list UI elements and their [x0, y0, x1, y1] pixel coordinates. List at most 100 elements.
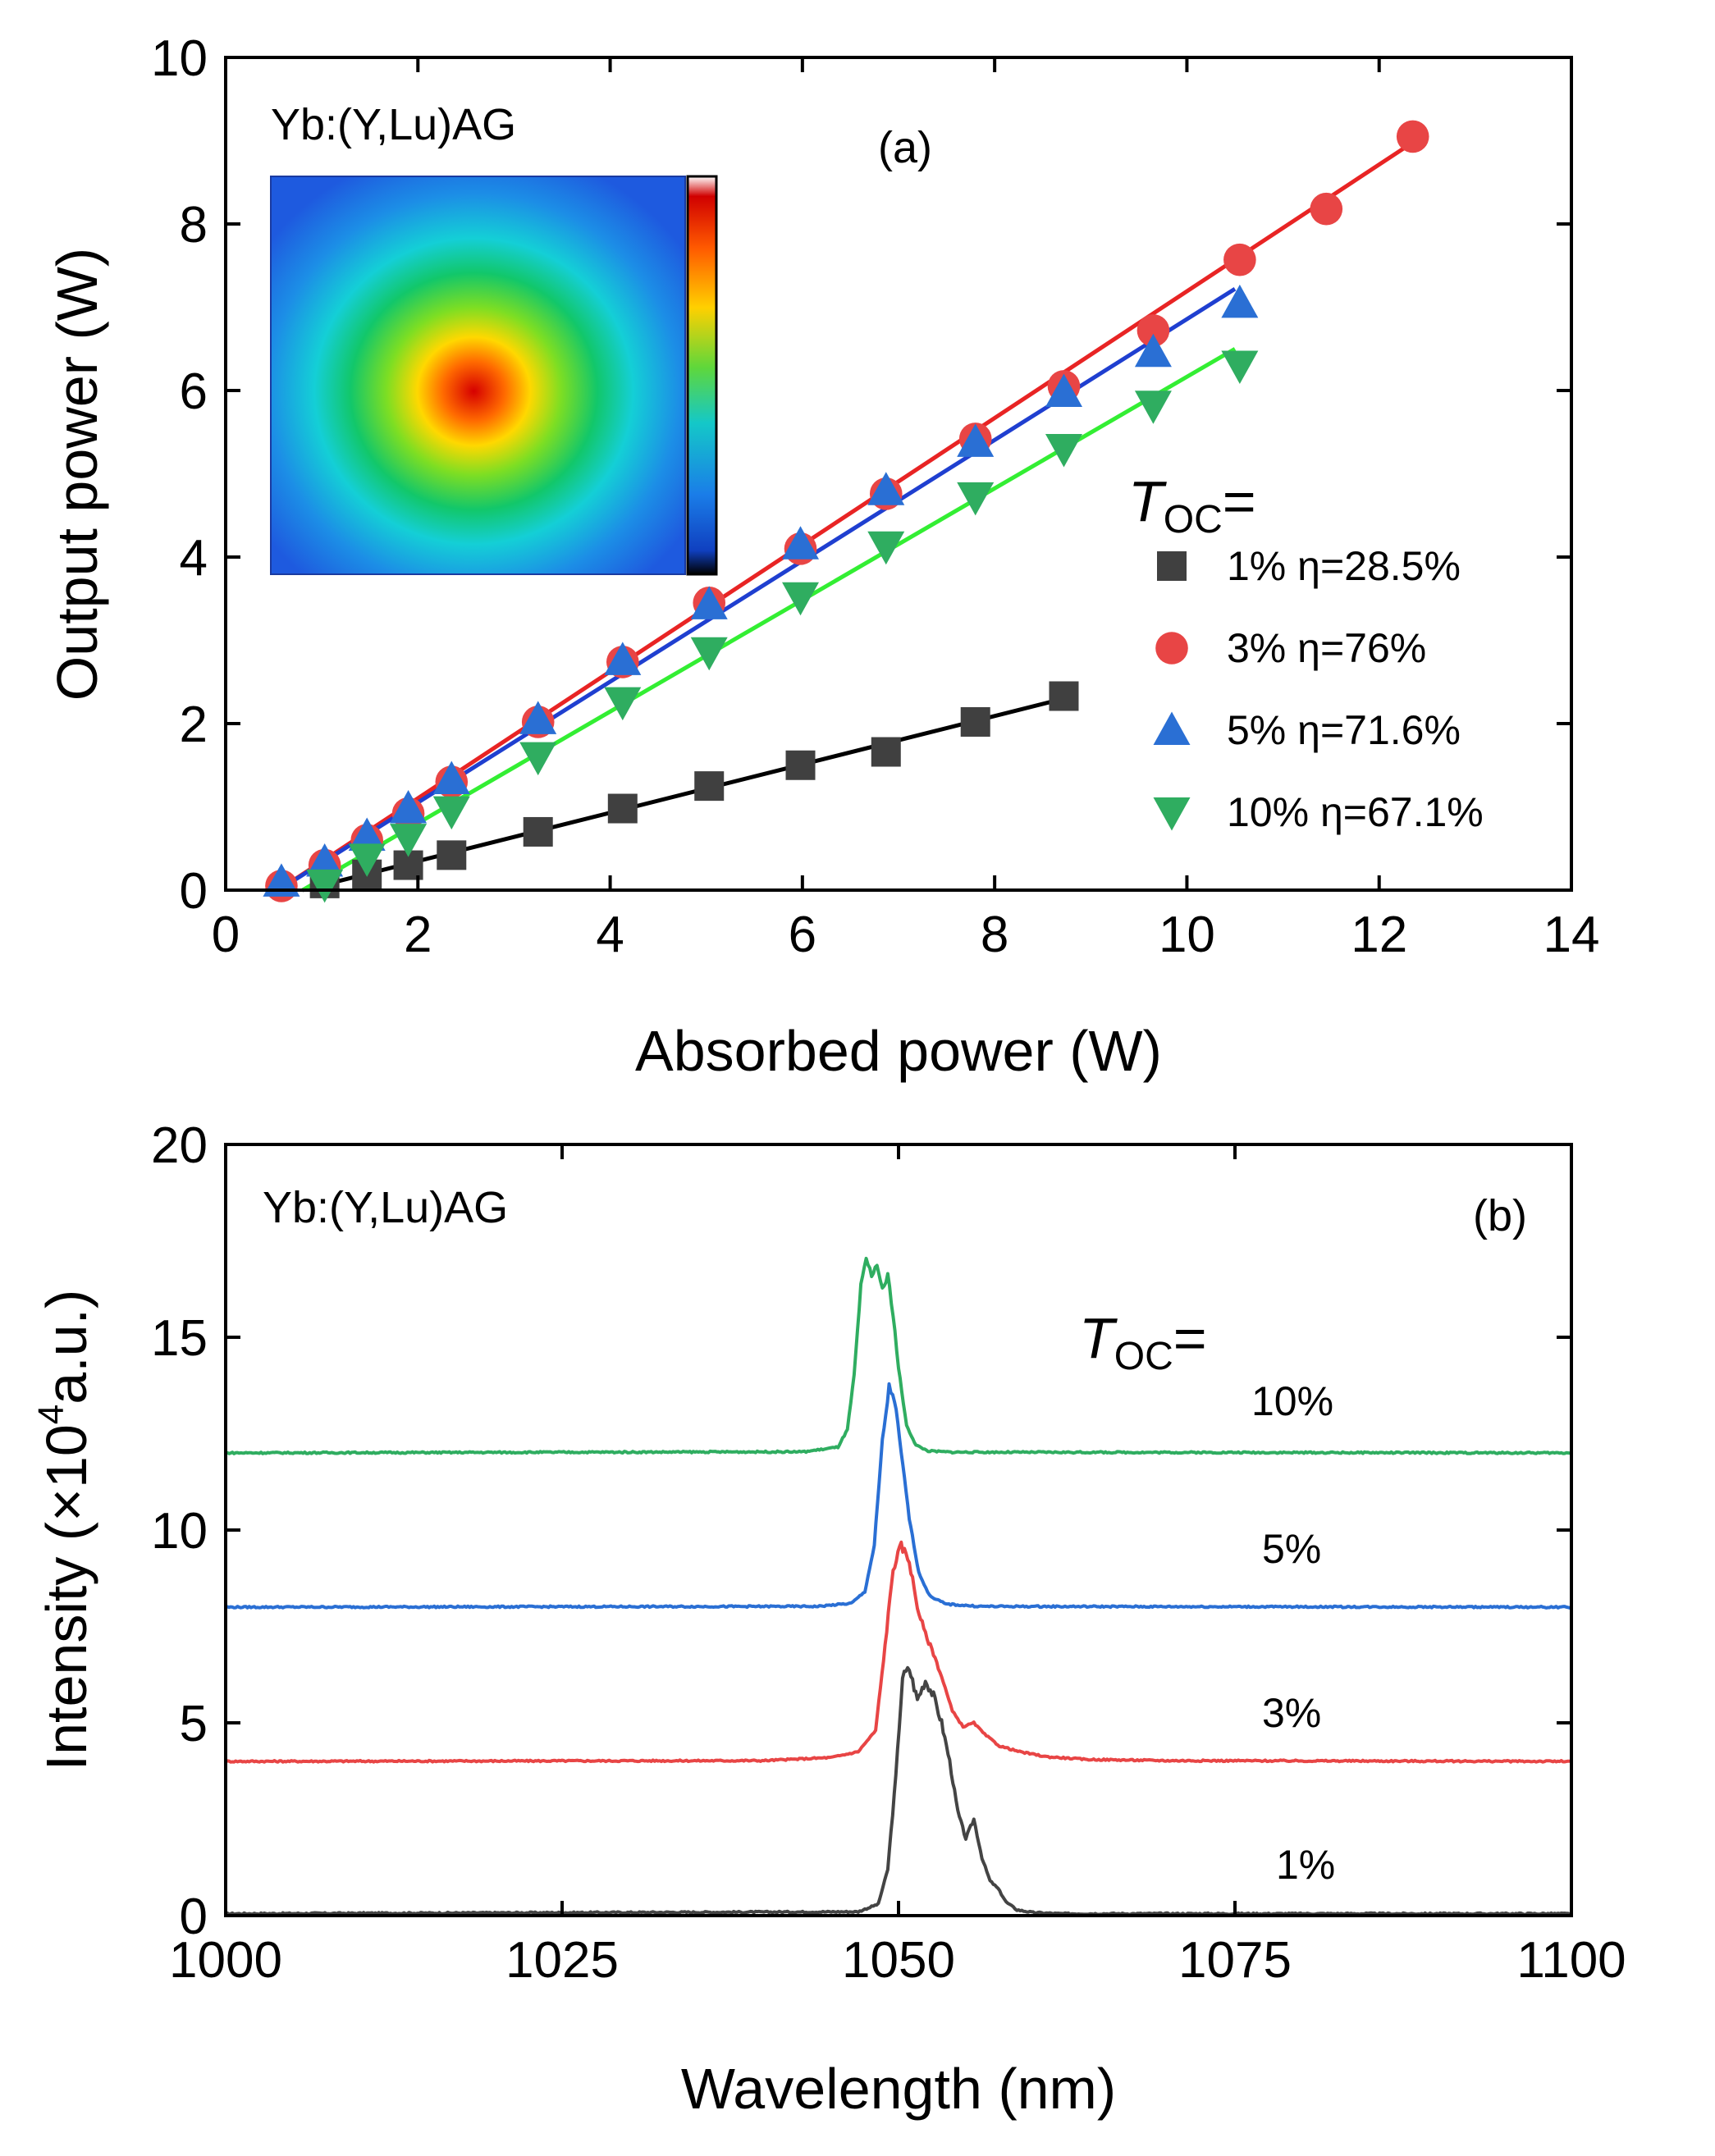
data-point-series-3: [1045, 434, 1082, 468]
panel-a-sample-label: Yb:(Y,Lu)AG: [271, 100, 516, 149]
panel-b-legend: TOC= 1% 3% 5% 10%: [1079, 1306, 1335, 1888]
data-point-series-2: [1221, 284, 1259, 318]
y-tick-label: 0: [180, 863, 208, 920]
spectrum-label-series-1: 3%: [1262, 1690, 1321, 1736]
data-point-series-2: [782, 526, 820, 560]
x-tick-label: 10: [1159, 907, 1215, 963]
legend-marker-series-1: [1155, 632, 1188, 665]
beam-profile-colorbar: [686, 175, 718, 576]
x-tick-label: 12: [1351, 907, 1407, 963]
data-point-series-2: [390, 790, 428, 824]
data-point-series-3: [306, 869, 344, 903]
panel-b-frame: [224, 1143, 1573, 1917]
data-point-series-2: [348, 817, 386, 852]
panel-a-legend-title: TOC=: [1128, 469, 1256, 541]
panel-b-sample-label: Yb:(Y,Lu)AG: [263, 1183, 508, 1232]
x-tick-label: 1075: [1178, 1932, 1292, 1989]
data-point-series-3: [957, 482, 995, 516]
data-point-series-2: [604, 642, 642, 675]
data-point-series-0: [785, 750, 816, 780]
data-point-series-1: [1223, 243, 1256, 276]
y-tick-label: 5: [180, 1696, 208, 1752]
x-tick-label: 1025: [505, 1932, 619, 1989]
panel-a-axes: 0 2 4 6 8 10 12 14 0 2 4 6 8 10: [151, 30, 1599, 963]
legend-label-series-2: 5% η=71.6%: [1227, 707, 1461, 753]
x-tick-label: 4: [596, 907, 624, 963]
data-point-series-2: [306, 843, 344, 877]
x-tick-label: 1100: [1516, 1932, 1626, 1989]
data-point-series-3: [348, 843, 386, 877]
beam-profile-image: [271, 176, 685, 574]
y-tick-label: 0: [180, 1889, 208, 1945]
x-tick-label: 2: [404, 907, 432, 963]
data-point-series-3: [604, 687, 642, 721]
data-point-series-2: [867, 472, 905, 505]
panel-a-frame: [224, 56, 1573, 892]
data-point-series-0: [437, 840, 467, 870]
data-point-series-2: [432, 761, 470, 795]
data-point-series-2: [1134, 333, 1172, 368]
data-point-series-0: [607, 793, 638, 824]
y-tick-label: 8: [180, 197, 208, 254]
legend-marker-series-2: [1153, 711, 1191, 745]
data-point-series-0: [871, 737, 901, 767]
data-point-series-3: [690, 637, 728, 671]
x-tick-label: 1050: [842, 1932, 955, 1989]
panel-a-panel-label: (a): [878, 123, 932, 172]
spectrum-label-series-2: 5%: [1262, 1526, 1321, 1572]
panel-b-plot-area: [224, 1256, 1572, 1916]
y-tick-label: 10: [151, 30, 208, 87]
panel-b: 1000 1025 1050 1075 1100 0 5 10 15 20 Yb:(Y,Lu)AG…: [31, 1117, 1626, 2121]
data-point-series-3: [390, 824, 428, 857]
data-point-series-2: [690, 586, 728, 619]
spectrum-label-series-3: 10%: [1251, 1378, 1333, 1424]
x-tick-label: 1000: [169, 1932, 282, 1989]
panel-a: 0 2 4 6 8 10 12 14 0 2 4 6 8 10 Yb:(Y,Lu)AG (a) Absor…: [45, 30, 1599, 1083]
spectrum-label-series-0: 1%: [1276, 1842, 1335, 1888]
panel-b-x-axis-title: Wavelength (nm): [681, 2057, 1116, 2121]
legend-marker-series-0: [1157, 551, 1187, 581]
panel-b-y-axis-title: Intensity (×104a.u.): [31, 1290, 98, 1771]
x-tick-label: 8: [981, 907, 1008, 963]
legend-label-series-1: 3% η=76%: [1227, 625, 1426, 671]
y-tick-label: 6: [180, 363, 208, 420]
x-tick-label: 0: [212, 907, 240, 963]
data-point-series-2: [957, 423, 995, 457]
panel-b-panel-label: (b): [1473, 1191, 1527, 1240]
spectrum-line-series-0: [226, 1665, 1572, 1916]
legend-label-series-0: 1% η=28.5%: [1227, 543, 1461, 589]
x-tick-label: 6: [789, 907, 816, 963]
y-tick-label: 15: [151, 1310, 208, 1367]
spectrum-line-series-1: [224, 1540, 1572, 1764]
data-point-series-3: [782, 582, 820, 616]
y-tick-label: 2: [180, 697, 208, 753]
data-point-series-3: [1221, 350, 1259, 385]
data-point-series-1: [1396, 120, 1429, 153]
panel-b-axes: 1000 1025 1050 1075 1100 0 5 10 15 20: [151, 1117, 1626, 1989]
data-point-series-3: [1134, 391, 1172, 424]
data-point-series-3: [867, 531, 905, 565]
data-point-series-2: [519, 701, 557, 734]
data-point-series-0: [694, 771, 725, 802]
spectrum-line-series-2: [225, 1382, 1572, 1610]
panel-b-legend-title: TOC=: [1079, 1306, 1207, 1378]
data-point-series-0: [1049, 681, 1079, 711]
fit-line-series-0: [302, 697, 1065, 893]
panel-a-plot-area: [263, 120, 1429, 903]
data-point-series-1: [1136, 314, 1170, 347]
x-tick-label: 14: [1544, 907, 1600, 963]
y-tick-label: 20: [151, 1117, 208, 1174]
panel-a-legend: TOC= 1% η=28.5% 3% η=76% 5% η=71.6% 10% η=6…: [1128, 469, 1484, 835]
fit-line-series-1: [277, 140, 1415, 893]
data-point-series-3: [519, 742, 557, 776]
y-tick-label: 10: [151, 1503, 208, 1560]
legend-label-series-3: 10% η=67.1%: [1227, 789, 1484, 835]
data-point-series-0: [523, 816, 553, 847]
data-point-series-3: [432, 796, 470, 830]
panel-a-y-axis-title: Output power (W): [45, 248, 109, 701]
y-tick-label: 4: [180, 530, 208, 587]
data-point-series-0: [960, 706, 990, 737]
legend-marker-series-3: [1153, 797, 1191, 831]
data-point-series-2: [1045, 373, 1082, 408]
data-point-series-1: [1310, 192, 1343, 226]
